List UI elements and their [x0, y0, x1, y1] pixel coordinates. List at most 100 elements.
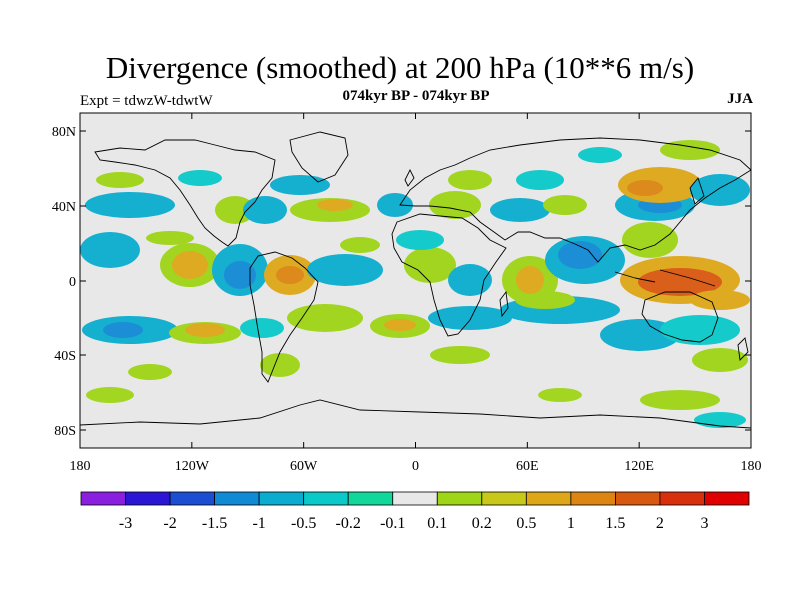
lon-tick-label: 60W: [290, 459, 318, 474]
coastline-antarctica: [80, 399, 751, 429]
field-patch: [276, 266, 304, 284]
field-patch: [96, 172, 144, 188]
field-patch: [692, 348, 748, 372]
lon-tick-label: 180: [741, 459, 762, 474]
field-patch: [600, 319, 680, 351]
field-patch: [80, 232, 140, 268]
field-patch: [270, 175, 330, 195]
coastline-eurasia: [399, 137, 751, 263]
colorbar-label: 1.5: [605, 515, 625, 532]
lon-tick-label: 180: [70, 459, 91, 474]
colorbar-label: 3: [700, 515, 708, 532]
colorbar-label: 0.2: [472, 515, 492, 532]
lon-axis: 180 120W 60W 0 60E 120E 180: [70, 113, 762, 474]
field-patch: [538, 388, 582, 402]
colorbar: [80, 491, 750, 506]
coastline-australia: [641, 291, 719, 343]
field-patch: [448, 170, 492, 190]
field-patch: [287, 304, 363, 332]
field-patch: [215, 196, 255, 224]
colorbar-label: -0.5: [291, 515, 316, 532]
colorbar-swatch: [80, 491, 126, 506]
colorbar-label: 0.1: [427, 515, 447, 532]
coastline-greenland: [289, 131, 349, 183]
field-patch: [690, 290, 750, 310]
field-patch: [660, 315, 740, 345]
coastline-new-zealand: [737, 337, 749, 361]
field-patch: [396, 230, 444, 250]
colorbar-swatch: [570, 491, 616, 506]
map-panel: [80, 113, 751, 448]
coastline-north-america: [94, 139, 276, 247]
field-patch: [377, 193, 413, 217]
field-patch: [516, 266, 544, 294]
coastlines: [80, 131, 751, 429]
colorbar-swatch: [125, 491, 171, 506]
colorbar-label: 2: [656, 515, 664, 532]
field-patch: [86, 387, 134, 403]
colorbar-swatch: [169, 491, 215, 506]
lat-tick-label: 80N: [52, 125, 76, 140]
colorbar-swatch: [303, 491, 349, 506]
field-patch: [260, 353, 300, 377]
field-patch: [690, 174, 750, 206]
field-patch: [146, 231, 194, 245]
field-patch: [516, 170, 564, 190]
field-patch: [448, 264, 492, 296]
colorbar-swatch: [392, 491, 438, 506]
field-patch: [543, 195, 587, 215]
colorbar-swatch: [659, 491, 705, 506]
chart-title: Divergence (smoothed) at 200 hPa (10**6 …: [105, 50, 695, 85]
colorbar-label: -1: [252, 515, 265, 532]
colorbar-label: -3: [119, 515, 132, 532]
coastline-africa: [391, 213, 507, 337]
field-patch: [185, 323, 225, 337]
field-patch: [103, 322, 143, 338]
colorbar-label: -2: [163, 515, 176, 532]
colorbar-label: 0.5: [516, 515, 536, 532]
colorbar-swatch: [525, 491, 572, 506]
coastline-indonesia: [614, 269, 716, 287]
period-subtitle: 074kyr BP - 074kyr BP: [342, 88, 490, 104]
lon-tick-label: 120E: [624, 459, 654, 474]
colorbar-label: -1.5: [202, 515, 227, 532]
field-patch: [404, 247, 456, 283]
field-patch: [428, 306, 512, 330]
coastline-madagascar: [499, 290, 509, 318]
field-patch: [430, 346, 490, 364]
colorbar-swatch: [347, 491, 394, 506]
colorbar-swatch: [704, 491, 750, 506]
colorbar-swatch: [481, 491, 527, 506]
field-patch: [638, 268, 722, 296]
field-patch: [490, 198, 550, 222]
lon-tick-label: 60E: [516, 459, 539, 474]
colorbar-label: -0.1: [380, 515, 405, 532]
lat-tick-label: 0: [69, 275, 76, 290]
colorbar-label: 1: [567, 515, 575, 532]
field-patch: [558, 241, 602, 269]
lon-tick-label: 0: [412, 459, 419, 474]
lat-tick-label: 40N: [52, 200, 76, 215]
colorbar-label: -0.2: [336, 515, 361, 532]
field-patch: [243, 196, 287, 224]
lat-axis: 80N 40N 0 40S 80S: [52, 125, 751, 439]
lat-tick-label: 40S: [54, 349, 76, 364]
field-patch: [317, 199, 353, 211]
field-patch: [224, 261, 256, 289]
colorbar-swatch: [615, 491, 661, 506]
field-patch: [660, 140, 720, 160]
field-patch: [172, 251, 208, 279]
field-patch: [578, 147, 622, 163]
coastline-south-america: [249, 251, 319, 383]
colorbar-swatch: [436, 491, 483, 506]
field-patch: [627, 180, 663, 196]
field-patch: [307, 254, 383, 286]
lat-tick-label: 80S: [54, 424, 76, 439]
field-patch: [640, 390, 720, 410]
season-label: JJA: [727, 91, 753, 107]
field-patch: [384, 319, 416, 331]
field-patch: [340, 237, 380, 253]
coastline-uk: [404, 168, 415, 187]
coastline-japan: [689, 177, 705, 205]
